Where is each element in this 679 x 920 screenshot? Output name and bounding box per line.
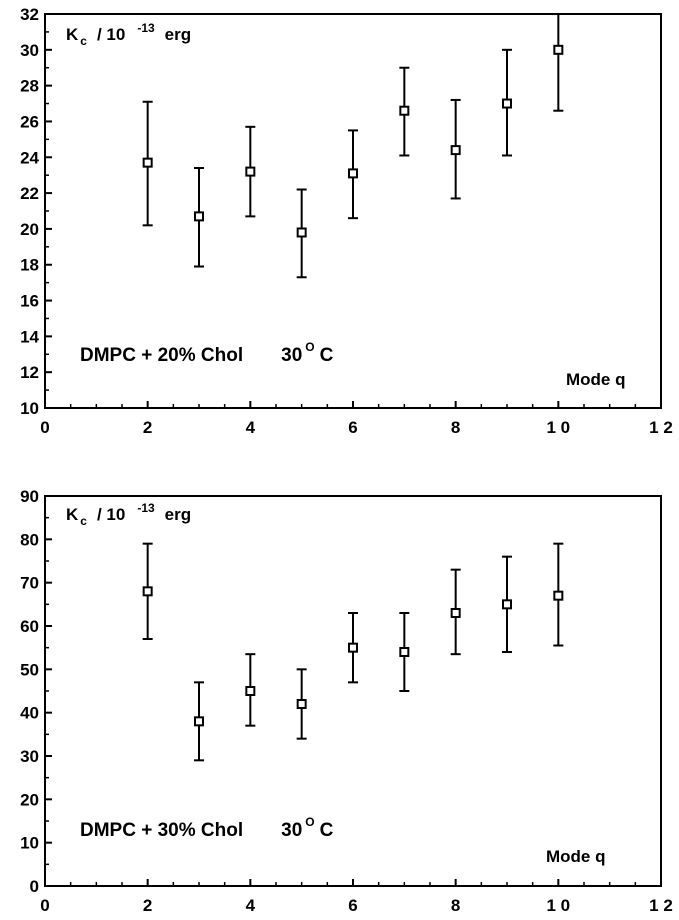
x-tick-label: 0: [40, 896, 49, 915]
data-point: [399, 647, 410, 657]
y-axis-label-main: K: [66, 25, 79, 44]
y-axis-label-pre: / 10: [97, 25, 125, 44]
condition-annotation: DMPC + 20% Chol 30 O C: [80, 340, 334, 366]
data-point: [502, 599, 512, 610]
data-point: [553, 44, 564, 55]
annotation-temp: 30: [281, 820, 302, 841]
y-tick-label: 28: [20, 77, 39, 96]
y-tick-label: 22: [20, 184, 39, 203]
data-point: [142, 586, 153, 597]
annotation-unit: C: [320, 345, 334, 366]
data-point: [399, 105, 410, 116]
annotation-deg: O: [305, 340, 314, 354]
x-tick-label: 4: [246, 418, 256, 437]
data-point: [142, 157, 153, 168]
data-point: [194, 211, 204, 222]
y-tick-label: 14: [20, 327, 39, 346]
y-axis-label-unit: erg: [165, 505, 191, 524]
data-point: [348, 168, 358, 179]
data-point: [553, 590, 564, 601]
y-tick-label: 24: [20, 148, 39, 167]
data-point: [450, 145, 461, 156]
y-tick-label: 0: [30, 877, 39, 896]
annotation-text: DMPC + 20% Chol: [80, 345, 243, 366]
data-point: [296, 227, 307, 238]
x-tick-label: 6: [348, 418, 357, 437]
y-tick-label: 20: [20, 790, 39, 809]
y-tick-label: 18: [20, 256, 39, 275]
y-tick-label: 26: [20, 112, 39, 131]
y-tick-label: 10: [20, 834, 39, 853]
y-tick-label: 70: [20, 574, 39, 593]
x-tick-label: 4: [246, 896, 256, 915]
y-tick-label: 60: [20, 617, 39, 636]
x-tick-label: 2: [143, 418, 152, 437]
y-axis-label-exp: -13: [137, 501, 155, 515]
x-tick-label: 6: [348, 896, 357, 915]
y-axis-label-exp: -13: [137, 21, 155, 35]
data-point: [194, 716, 204, 727]
x-axis-label: Mode q: [566, 370, 626, 389]
x-tick-label: 1 2: [649, 896, 673, 915]
annotation-temp: 30: [281, 345, 302, 366]
y-tick-label: 10: [20, 399, 39, 418]
y-tick-label: 50: [20, 660, 39, 679]
data-point: [502, 98, 512, 109]
y-tick-label: 16: [20, 292, 39, 311]
x-tick-label: 0: [40, 418, 49, 437]
y-tick-label: 40: [20, 704, 39, 723]
x-axis-label: Mode q: [546, 847, 606, 866]
y-tick-label: 30: [20, 41, 39, 60]
y-tick-label: 20: [20, 220, 39, 239]
data-point: [245, 166, 256, 177]
y-axis-label-main: K: [66, 505, 79, 524]
data-point: [245, 686, 256, 696]
x-tick-label: 1 0: [547, 896, 571, 915]
x-tick-label: 8: [451, 418, 460, 437]
y-tick-label: 30: [20, 747, 39, 766]
data-point: [348, 642, 358, 653]
y-axis-label-sub: c: [80, 514, 87, 528]
x-tick-label: 8: [451, 896, 460, 915]
y-tick-label: 12: [20, 363, 39, 382]
annotation-unit: C: [320, 820, 334, 841]
y-axis-label-unit: erg: [165, 25, 191, 44]
annotation-deg: O: [305, 815, 314, 829]
y-tick-label: 90: [20, 487, 39, 506]
y-axis-label-pre: / 10: [97, 505, 125, 524]
x-tick-label: 1 0: [547, 418, 571, 437]
y-tick-label: 80: [20, 530, 39, 549]
data-point: [296, 699, 307, 709]
annotation-text: DMPC + 30% Chol: [80, 820, 243, 841]
data-point: [450, 608, 461, 618]
x-tick-label: 2: [143, 896, 152, 915]
x-tick-label: 1 2: [649, 418, 673, 437]
condition-annotation: DMPC + 30% Chol 30 O C: [80, 815, 334, 841]
y-tick-label: 32: [20, 5, 39, 24]
y-axis-label-sub: c: [80, 34, 87, 48]
